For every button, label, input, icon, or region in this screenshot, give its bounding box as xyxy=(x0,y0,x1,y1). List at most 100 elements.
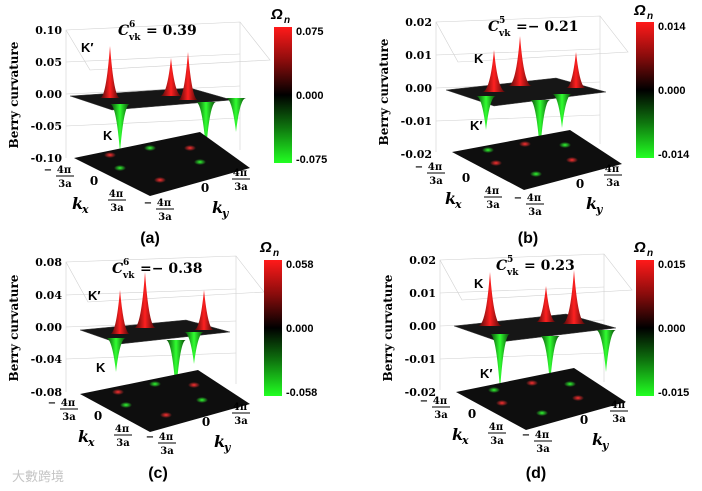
tick-pi: 4π xyxy=(115,424,129,435)
ztick: -0.02 xyxy=(401,148,432,161)
tick-pi: 4π xyxy=(233,168,247,179)
tick-den: 3a xyxy=(606,178,620,189)
panel-a: 0.10 0.05 0.00 -0.05 -0.10 Berry curvatu… xyxy=(7,6,327,247)
peak-label-lower: K xyxy=(103,128,113,143)
ztick: -0.04 xyxy=(31,353,63,366)
tick-den: 3a xyxy=(116,438,130,449)
tick-den: 3a xyxy=(58,179,72,190)
kx-label: k xyxy=(78,427,89,446)
tick-zero: 0 xyxy=(580,413,588,427)
ztick: 0.01 xyxy=(409,287,436,300)
ky-sub: y xyxy=(601,439,610,452)
chern-symbol: C xyxy=(118,23,129,39)
base-dot xyxy=(530,171,542,177)
ztick: -0.01 xyxy=(405,353,436,366)
tick-pi: 4π xyxy=(428,162,442,173)
colorbar-max: 0.014 xyxy=(658,21,686,33)
panel-d-zticks: 0.02 0.01 0.00 -0.01 -0.02 xyxy=(405,254,437,399)
colorbar-mid: 0.000 xyxy=(286,323,314,335)
base-dot xyxy=(482,147,494,153)
ky-sub: y xyxy=(221,207,230,220)
tick-pi: 4π xyxy=(159,432,173,443)
tick-pi: 4π xyxy=(605,164,619,175)
peak-up xyxy=(110,290,130,334)
chern-sup: 6 xyxy=(129,20,135,30)
tick-minus: − xyxy=(522,430,530,441)
ky-sub: y xyxy=(595,203,604,216)
peak-label-upper: K xyxy=(474,276,484,291)
tick-pi: 4π xyxy=(157,198,171,209)
peak-up xyxy=(508,36,532,86)
peak-up xyxy=(478,272,502,326)
base-dot xyxy=(526,380,538,386)
base-dot xyxy=(184,145,196,151)
peak-label-upper: K xyxy=(474,51,484,66)
ztick: 0.04 xyxy=(35,289,62,302)
colorbar-min: -0.014 xyxy=(658,149,690,161)
base-dot xyxy=(488,387,500,393)
base-dot xyxy=(490,160,502,166)
base-dot xyxy=(104,152,116,158)
colorbar-max: 0.058 xyxy=(286,259,314,271)
colorbar-mid: 0.000 xyxy=(658,85,686,97)
panel-a-zticks: 0.10 0.05 0.00 -0.05 -0.10 xyxy=(31,24,63,165)
base-dot xyxy=(144,145,156,151)
tick-den: 3a xyxy=(160,446,174,457)
base-dot xyxy=(559,142,571,148)
peak-down xyxy=(184,332,204,364)
z-axis-label: Berry curvature xyxy=(7,41,21,148)
colorbar-c: Ω n 0.058 0.000 -0.058 xyxy=(259,239,317,399)
peak-label-lower: K xyxy=(96,360,106,375)
colorbar-title: Ω xyxy=(259,239,272,256)
panel-a-axes-box xyxy=(65,21,271,158)
tick-minus: − xyxy=(415,162,423,173)
tick-den: 3a xyxy=(234,182,248,193)
base-dot xyxy=(154,177,166,183)
chern-value: =− 0.38 xyxy=(140,261,202,277)
panel-caption: (a) xyxy=(140,230,160,247)
panel-caption: (d) xyxy=(526,465,546,482)
peak-up xyxy=(482,50,506,92)
colorbar-gradient xyxy=(274,27,292,163)
base-dot xyxy=(194,159,206,165)
chern-symbol: C xyxy=(112,261,123,277)
peak-down xyxy=(552,94,572,128)
tick-zero: 0 xyxy=(576,177,584,191)
tick-pi: 4π xyxy=(433,396,447,407)
peak-label-upper: K′ xyxy=(81,40,94,55)
ky-ticks-d: − 4π 3a 0 4π 3a xyxy=(522,400,628,455)
ky-label: k xyxy=(212,198,223,217)
colorbar-sub: n xyxy=(273,248,279,259)
tick-den: 3a xyxy=(62,412,76,423)
kx-ticks-c: − 4π 3a 0 4π 3a xyxy=(48,398,132,449)
panel-b-zticks: 0.02 0.01 0.00 -0.01 -0.02 xyxy=(401,16,433,161)
peak-down xyxy=(596,330,616,372)
peak-up xyxy=(178,52,198,100)
chern-sub: vk xyxy=(498,29,511,39)
peak-label-lower: K′ xyxy=(480,366,493,381)
ztick: 0.02 xyxy=(405,16,432,29)
tick-pi: 4π xyxy=(485,186,499,197)
ztick: 0.00 xyxy=(35,88,62,101)
colorbar-title: Ω xyxy=(633,2,646,19)
base-dot xyxy=(196,397,208,403)
colorbar-mid: 0.000 xyxy=(296,90,324,102)
tick-pi: 4π xyxy=(611,400,625,411)
tick-minus: − xyxy=(48,398,56,409)
peak-up xyxy=(194,290,214,330)
colorbar-sub: n xyxy=(647,248,653,259)
panel-caption: (c) xyxy=(148,465,168,482)
tick-pi: 4π xyxy=(527,193,541,204)
ky-label: k xyxy=(586,194,597,213)
colorbar-d: Ω n 0.015 0.000 -0.015 xyxy=(633,239,689,399)
tick-minus: − xyxy=(420,396,428,407)
panel-d: 0.02 0.01 0.00 -0.01 -0.02 Berry curvatu… xyxy=(381,239,689,482)
kx-sub: x xyxy=(87,436,95,449)
colorbar-title: Ω xyxy=(633,239,646,256)
base-dot xyxy=(149,381,161,387)
colorbar-min: -0.075 xyxy=(296,154,327,166)
panel-caption: (b) xyxy=(518,230,538,247)
colorbar-mid: 0.000 xyxy=(658,323,686,335)
tick-minus: − xyxy=(146,432,154,443)
